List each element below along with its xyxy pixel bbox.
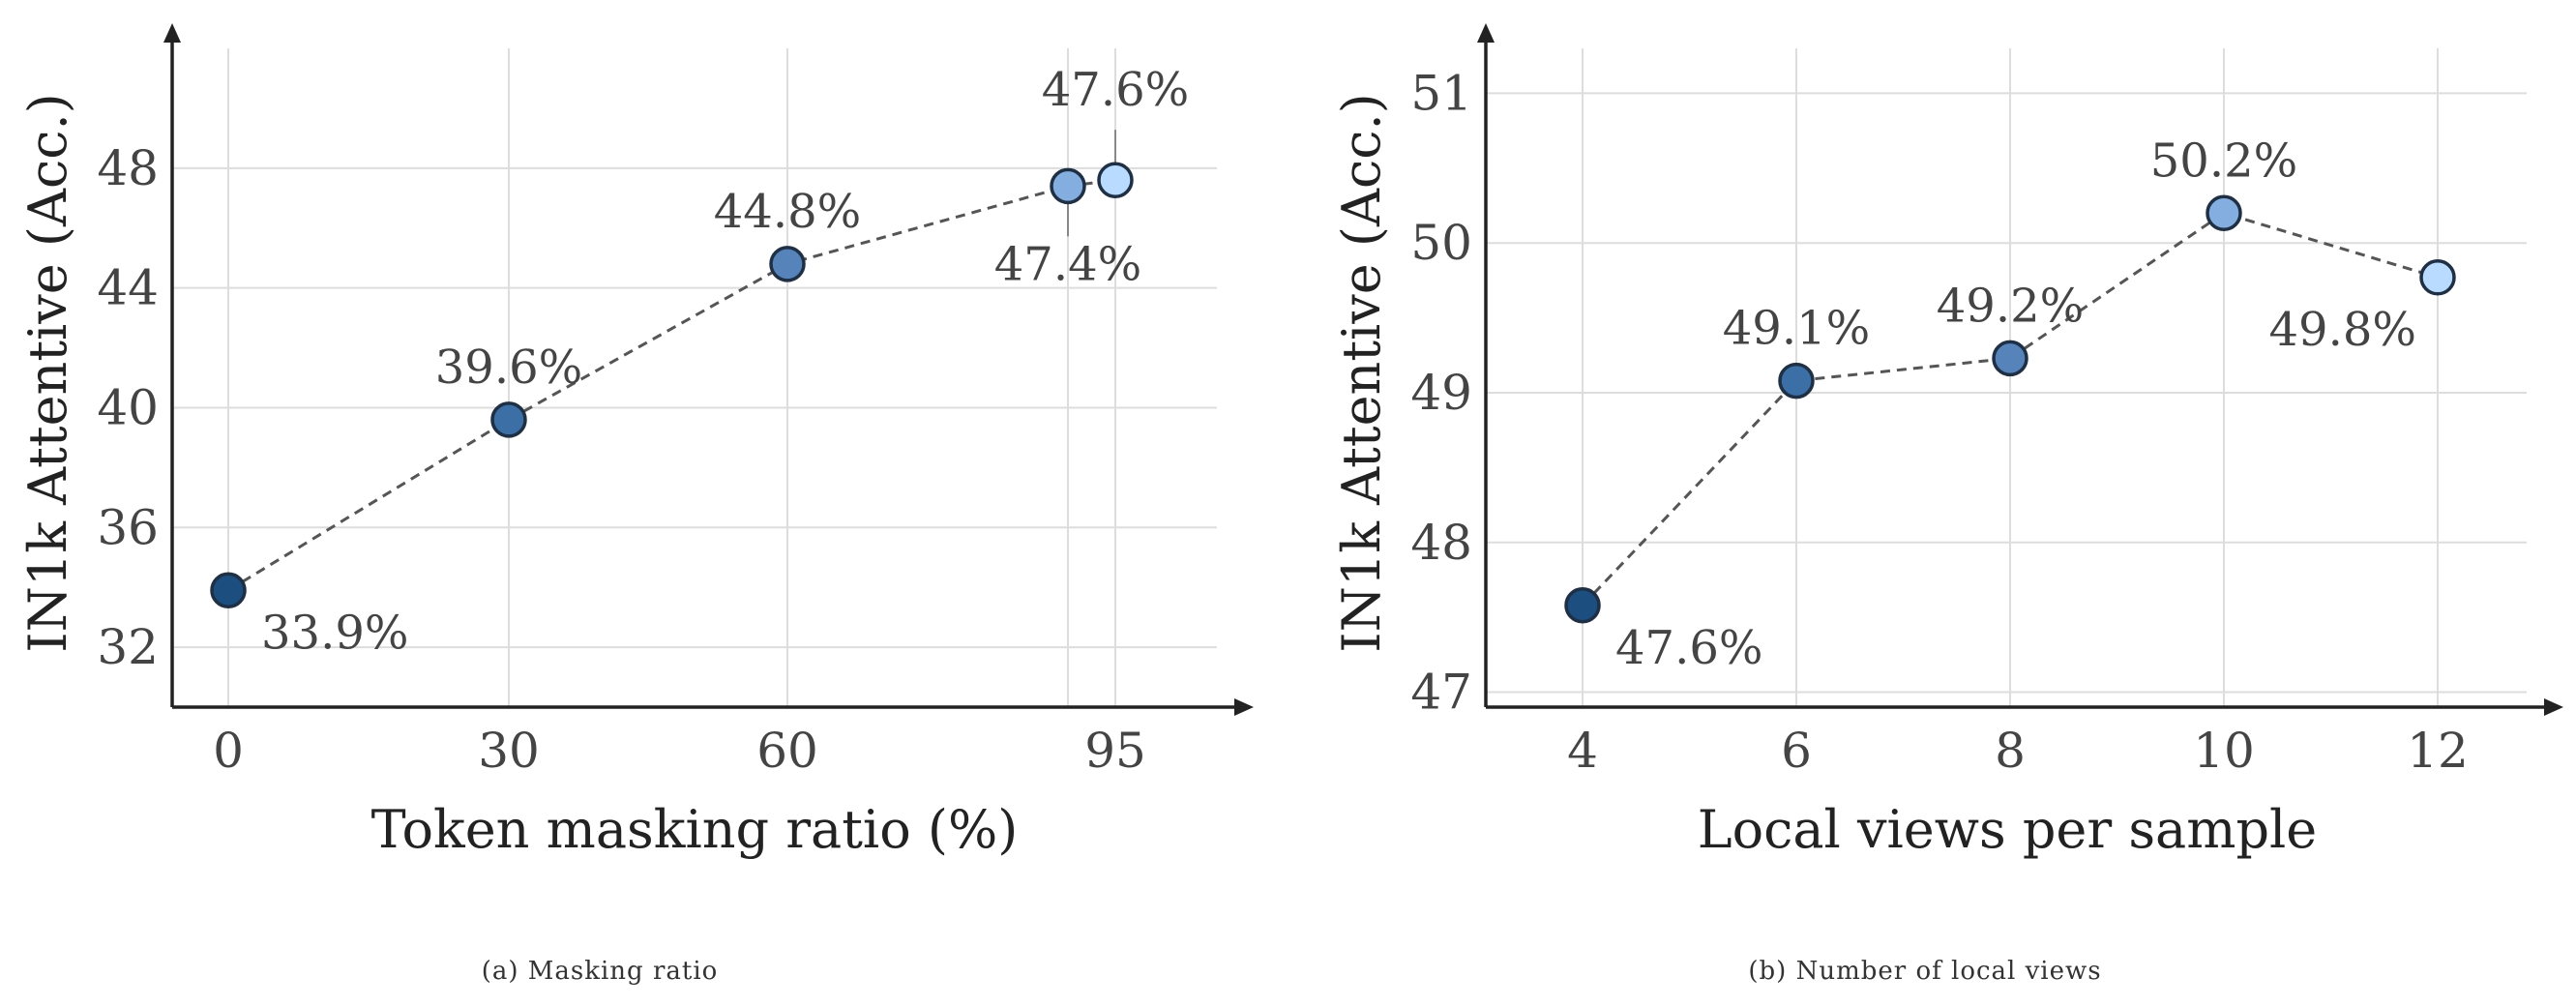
data-point — [490, 401, 527, 438]
x-tick-label: 10 — [2193, 723, 2255, 779]
y-tick-label: 50 — [1410, 215, 1472, 271]
x-axis-title: Local views per sample — [1698, 799, 2318, 860]
x-tick-label: 60 — [756, 723, 818, 779]
y-tick-label: 48 — [97, 140, 159, 196]
data-point — [1778, 362, 1815, 400]
panel-masking-ratio: 32 36 40 44 48 0 30 60 95 33.9% 39.6% 44.8% 47.4% 47.… — [17, 23, 1254, 986]
y-tick-label: 47 — [1410, 665, 1472, 721]
y-axis-arrow — [163, 23, 181, 43]
data-point — [210, 572, 247, 609]
x-tick-label: 4 — [1567, 723, 1598, 779]
x-axis-arrow — [2544, 698, 2563, 716]
data-point — [1564, 587, 1601, 624]
y-tick-label: 48 — [1410, 515, 1472, 571]
x-tick-label: 8 — [1995, 723, 2026, 779]
data-label: 47.4% — [994, 237, 1141, 291]
y-tick-label: 32 — [97, 619, 159, 675]
y-axis-title: IN1k Attentive (Acc.) — [17, 93, 78, 652]
figure-caption: (b) Number of local views — [1748, 957, 2101, 986]
x-tick-label: 0 — [213, 723, 244, 779]
data-label: 49.8% — [2269, 303, 2416, 357]
data-point — [2206, 194, 2242, 231]
trend-line — [227, 178, 1116, 592]
data-label: 39.6% — [435, 341, 582, 395]
x-tick-label: 12 — [2407, 723, 2469, 779]
data-label: 33.9% — [261, 606, 408, 660]
y-axis-title: IN1k Attentive (Acc.) — [1331, 93, 1392, 652]
data-label: 47.6% — [1042, 63, 1189, 117]
x-tick-label: 95 — [1084, 723, 1146, 779]
y-tick-label: 51 — [1410, 65, 1472, 121]
data-point — [1050, 167, 1086, 205]
x-tick-label: 30 — [478, 723, 540, 779]
panel-local-views: 47 48 49 50 51 4 6 8 10 12 47.6% 49.1% 49.2% 50.2% 49.… — [1331, 23, 2563, 986]
y-tick-label: 36 — [97, 499, 159, 555]
data-label: 44.8% — [714, 185, 861, 239]
x-tick-label: 6 — [1781, 723, 1812, 779]
data-point — [2419, 259, 2456, 296]
y-tick-label: 49 — [1410, 365, 1472, 421]
y-tick-label: 44 — [97, 260, 159, 316]
data-label: 50.2% — [2150, 133, 2297, 188]
data-point — [769, 246, 806, 282]
figure-caption: (a) Masking ratio — [482, 957, 719, 986]
x-axis-title: Token masking ratio (%) — [371, 799, 1019, 860]
data-point — [1992, 340, 2028, 377]
data-label: 49.2% — [1937, 279, 2084, 333]
data-label: 49.1% — [1723, 302, 1870, 356]
trend-line — [1581, 211, 2439, 607]
data-point — [1097, 162, 1134, 198]
data-label: 47.6% — [1615, 621, 1762, 675]
y-tick-label: 40 — [97, 379, 159, 435]
x-axis-arrow — [1234, 698, 1254, 716]
y-axis-arrow — [1477, 23, 1495, 43]
